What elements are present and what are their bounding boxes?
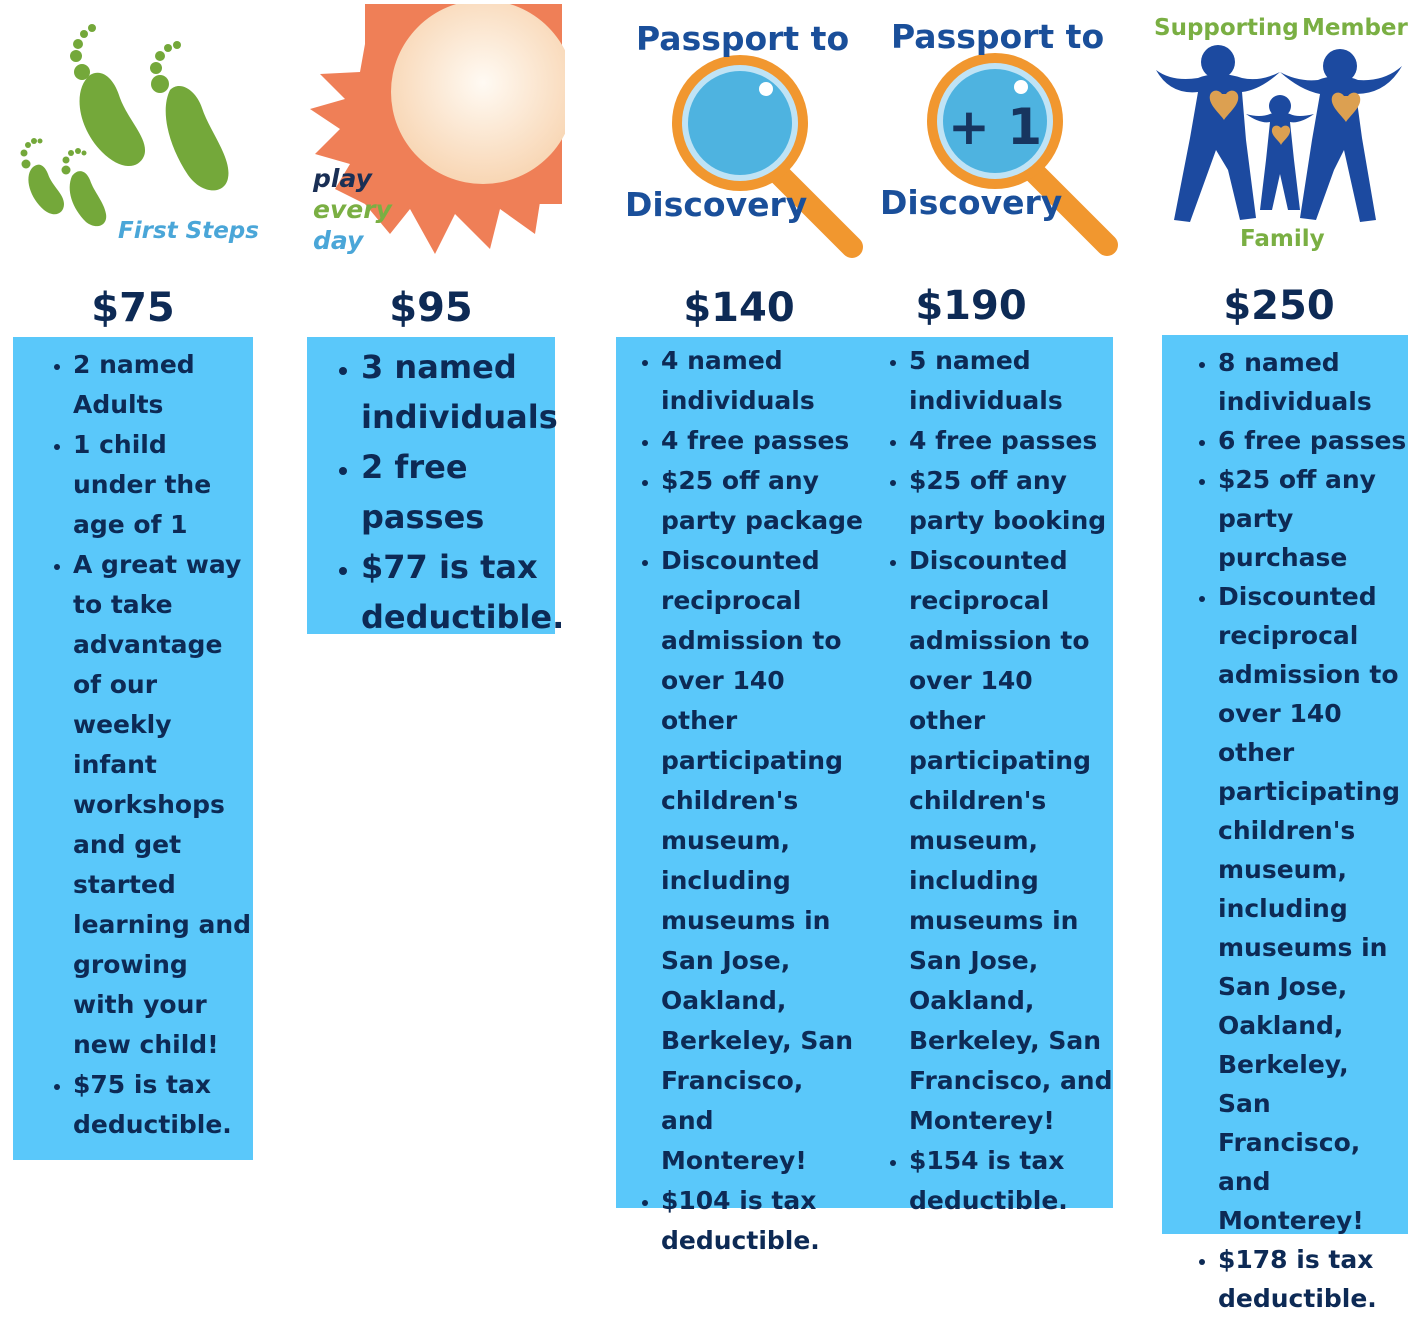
list-item: $25 off any party booking (909, 461, 1113, 541)
list-item: 4 named individuals (661, 341, 864, 421)
list-item: $25 off any party purchase (1218, 460, 1408, 577)
first-steps-logo: First Steps (10, 20, 260, 255)
passport-plus-one-features-column: 5 named individuals 4 free passes $25 of… (864, 341, 1113, 1215)
supporting-member-family-logo: Supporting Member Family (1150, 10, 1410, 260)
list-item: $154 is tax deductible. (909, 1141, 1113, 1221)
first-steps-features-card: 2 named Adults 1 child under the age of … (13, 337, 253, 1160)
magnifying-glass-icon (672, 55, 863, 258)
price-supporting-member: $250 (1223, 283, 1335, 329)
list-item: A great way to take advantage of our wee… (73, 545, 253, 1065)
list-item: 8 named individuals (1218, 343, 1408, 421)
play-every-day-features-list: 3 named individuals 2 free passes $77 is… (307, 342, 564, 642)
first-steps-features-list: 2 named Adults 1 child under the age of … (13, 345, 253, 1145)
list-item: $104 is tax deductible. (661, 1181, 864, 1261)
play-every-day-logo: play every day (305, 4, 565, 259)
list-item: Discounted reciprocal admission to over … (1218, 577, 1408, 1240)
price-passport-plus-one: $190 (915, 283, 1027, 329)
family-logo-text: Family (1240, 226, 1325, 252)
family-icon (1156, 45, 1402, 222)
day-logo-text: day (313, 226, 364, 255)
list-item: 5 named individuals (909, 341, 1113, 421)
passport-to-discovery-logo: Passport to Discovery (620, 15, 870, 260)
sun-icon (310, 4, 565, 254)
passport-plus-one-bottom-text: Discovery (880, 183, 1063, 222)
first-steps-logo-text: First Steps (118, 218, 259, 244)
price-play-every-day: $95 (389, 285, 473, 331)
list-item: 4 free passes (661, 421, 864, 461)
list-item: 6 free passes (1218, 421, 1408, 460)
list-item: $75 is tax deductible. (73, 1065, 253, 1145)
passport-logo-top-text: Passport to (636, 19, 850, 58)
list-item: 3 named individuals (361, 342, 558, 442)
list-item: Discounted reciprocal admission to over … (909, 541, 1113, 1141)
passport-plus-one-features-list: 5 named individuals 4 free passes $25 of… (864, 341, 1113, 1221)
passport-features-list: 4 named individuals 4 free passes $25 of… (616, 341, 864, 1261)
plus-one-lens-text: + 1 (948, 98, 1043, 156)
supporting-member-features-list: 8 named individuals 6 free passes $25 of… (1162, 343, 1408, 1318)
list-item: Discounted reciprocal admission to over … (661, 541, 864, 1181)
price-passport: $140 (683, 285, 795, 331)
member-logo-text: Member (1302, 15, 1408, 41)
list-item: $77 is tax deductible. (361, 542, 564, 642)
list-item: 2 named Adults (73, 345, 253, 425)
supporting-member-features-card: 8 named individuals 6 free passes $25 of… (1162, 335, 1408, 1313)
magnifying-glass-icon (927, 53, 1118, 256)
every-logo-text: every (313, 195, 392, 224)
passport-logo-bottom-text: Discovery (625, 185, 808, 224)
passport-plus-one-top-text: Passport to (891, 17, 1105, 56)
list-item: $178 is tax deductible. (1218, 1240, 1408, 1318)
footprints-icon (20, 24, 229, 227)
supporting-logo-text: Supporting (1154, 15, 1299, 41)
list-item: $25 off any party package (661, 461, 864, 541)
price-first-steps: $75 (91, 285, 175, 331)
play-logo-text: play (313, 164, 372, 193)
list-item: 1 child under the age of 1 (73, 425, 253, 545)
play-every-day-features-card: 3 named individuals 2 free passes $77 is… (307, 337, 564, 636)
list-item: 4 free passes (909, 421, 1113, 461)
passport-features-column: 4 named individuals 4 free passes $25 of… (616, 341, 864, 1255)
passport-tiers-card (616, 337, 1113, 1208)
passport-plus-one-logo: + 1 Passport to Discovery (875, 13, 1125, 258)
list-item: 2 free passes (361, 442, 555, 542)
